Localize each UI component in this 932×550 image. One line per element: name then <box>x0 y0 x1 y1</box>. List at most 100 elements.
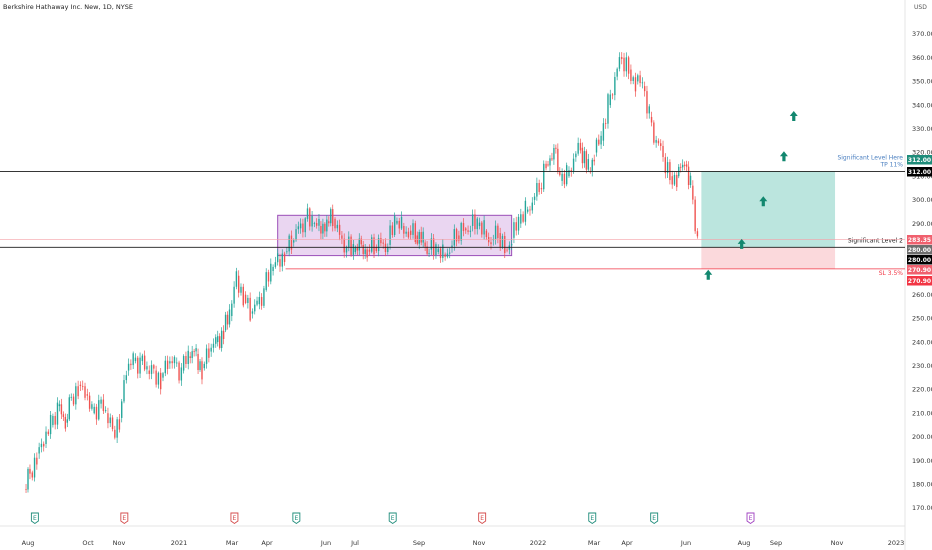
candle-body <box>193 351 195 352</box>
candle-body <box>306 208 309 219</box>
candle-body <box>460 223 462 241</box>
candle-body <box>182 356 185 371</box>
candle-body <box>52 415 54 426</box>
candle-body <box>389 225 391 245</box>
candle-body <box>318 218 320 226</box>
candle-body <box>536 183 538 197</box>
candle-body <box>109 417 111 424</box>
candle-body <box>618 57 621 69</box>
candle-body <box>228 309 231 325</box>
y-tick-label: 220.00 <box>912 386 932 394</box>
candle-body <box>488 237 490 243</box>
y-tick-label: 340.00 <box>912 101 932 109</box>
candle-body <box>469 230 472 232</box>
stop-zone <box>701 247 836 269</box>
candle-body <box>648 106 650 114</box>
candle-body <box>240 286 242 293</box>
x-tick-label: Jun <box>320 539 331 547</box>
y-tick-label: 250.00 <box>912 315 932 323</box>
candle-body <box>614 76 616 96</box>
candle-body <box>529 209 531 211</box>
candle-body <box>137 357 139 374</box>
candle-body <box>439 248 442 259</box>
candle-body <box>150 365 153 374</box>
candle-body <box>533 196 536 200</box>
candle-body <box>345 247 348 253</box>
price-badge <box>907 276 932 286</box>
candle-body <box>414 223 417 243</box>
x-tick-label: Apr <box>261 539 273 547</box>
candle-body <box>520 214 522 224</box>
candle-body <box>299 223 302 229</box>
candle-body <box>563 173 566 185</box>
candle-body <box>62 414 65 417</box>
candle-body <box>380 238 382 244</box>
candle-body <box>639 75 641 84</box>
candle-body <box>338 224 341 235</box>
earnings-marker-icon <box>478 512 487 525</box>
candle-body <box>458 235 460 241</box>
candle-body <box>403 225 405 234</box>
candle-body <box>517 216 520 231</box>
candle-body <box>297 226 300 230</box>
candle-body <box>595 139 598 153</box>
candle-body <box>555 147 557 149</box>
candle-body <box>522 214 524 222</box>
stop-loss-label: SL 3.5% <box>879 270 904 277</box>
y-tick-label: 210.00 <box>912 409 932 417</box>
candle-body <box>501 235 504 248</box>
earnings-marker-label: E <box>233 515 237 522</box>
candle-body <box>224 314 227 331</box>
candle-body <box>616 68 618 77</box>
candle-body <box>559 170 561 176</box>
candle-body <box>36 457 38 465</box>
up-arrow-icon <box>704 269 713 280</box>
earnings-marker-label: E <box>652 515 656 522</box>
candle-body <box>270 263 272 282</box>
candle-body <box>220 330 223 349</box>
candle-body <box>384 243 387 252</box>
candle-body <box>160 372 162 390</box>
currency-label: USD <box>914 4 927 11</box>
candle-body <box>428 252 430 254</box>
candle-body <box>58 404 61 407</box>
candle-body <box>662 145 664 158</box>
candle-body <box>630 69 632 81</box>
candle-body <box>72 396 75 405</box>
candle-body <box>611 94 614 96</box>
candle-body <box>111 417 114 430</box>
candle-body <box>134 357 137 362</box>
candle-body <box>189 356 191 358</box>
candle-body <box>288 235 290 252</box>
candle-body <box>373 237 375 255</box>
candle-body <box>664 157 667 174</box>
candle-body <box>561 173 563 181</box>
candle-body <box>572 158 575 172</box>
candle-body <box>130 363 132 366</box>
candle-body <box>671 176 673 185</box>
price-badges: 312.00 312.00 283.35 280.00 280.00 270.90 270.… <box>907 155 932 286</box>
candle-body <box>148 370 150 374</box>
candle-body <box>326 219 328 232</box>
x-tick-label: Nov <box>473 539 486 547</box>
y-tick-label: 260.00 <box>912 291 932 299</box>
y-tick-label: 330.00 <box>912 125 932 133</box>
y-tick-label: 240.00 <box>912 338 932 346</box>
candle-body <box>364 249 366 255</box>
candle-body <box>604 123 607 125</box>
candle-body <box>676 174 678 188</box>
candle-body <box>272 266 274 271</box>
candle-body <box>313 223 316 224</box>
candle-body <box>627 57 630 74</box>
candle-body <box>169 361 171 364</box>
candle-body <box>587 159 590 170</box>
candle-body <box>212 343 215 348</box>
candle-body <box>187 350 189 365</box>
candle-body <box>91 404 93 409</box>
up-arrow-icon <box>789 110 798 121</box>
candle-body <box>471 214 474 226</box>
candle-body <box>84 386 86 398</box>
candle-body <box>54 415 56 425</box>
candle-body <box>68 397 70 420</box>
